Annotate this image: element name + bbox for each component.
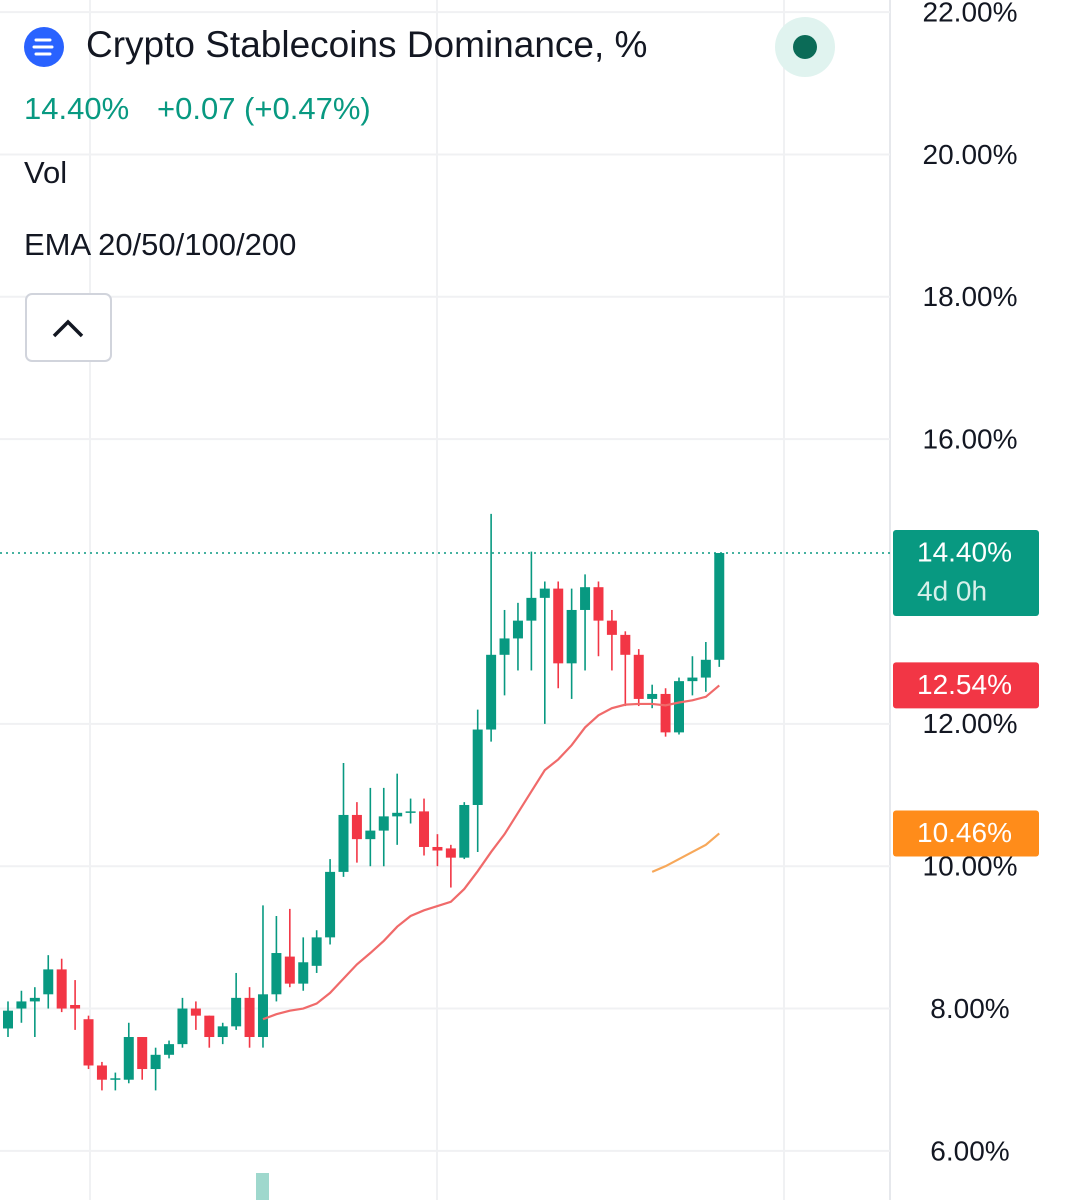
candle-body [687, 677, 698, 682]
chart-title: Crypto Stablecoins Dominance, % [86, 24, 647, 65]
price-badge-label: 10.46% [917, 817, 1012, 848]
candle-body [204, 1015, 215, 1038]
candle-body [486, 654, 497, 730]
candle-body [674, 681, 684, 733]
y-tick-label: 6.00% [930, 1135, 1009, 1166]
candle-body [96, 1065, 107, 1080]
candle-body [217, 1026, 228, 1038]
header: Crypto Stablecoins Dominance, % 14.40% +… [24, 17, 835, 362]
candle-body [271, 953, 282, 995]
last-price: 14.40% [24, 91, 129, 126]
y-tick-label: 16.00% [923, 424, 1018, 455]
plot [0, 11, 890, 1152]
candle-body [392, 812, 403, 817]
y-tick-label: 18.00% [923, 281, 1018, 312]
candle-body [123, 1037, 134, 1080]
candle-body [257, 994, 268, 1038]
candle-body [553, 588, 564, 664]
candle-body [110, 1078, 121, 1080]
candle-body [164, 1044, 175, 1055]
candle-body [56, 969, 67, 1009]
candle-body [338, 814, 349, 872]
candle-body [419, 811, 430, 847]
price-badge [893, 810, 1039, 857]
candle-body [432, 846, 443, 851]
candle-body [593, 587, 604, 621]
indicator-label: Vol [24, 155, 67, 190]
candle-body [70, 1004, 81, 1009]
candle-body [459, 804, 470, 858]
candle-body [177, 1008, 188, 1045]
candle-body [231, 997, 242, 1027]
candle-body [539, 588, 550, 598]
candle-body [714, 553, 725, 660]
candle-body [365, 830, 376, 840]
candle-body [150, 1054, 161, 1070]
candle-body [472, 729, 483, 805]
candle-body [566, 609, 577, 664]
candle-body [580, 587, 591, 610]
candle-body [190, 1008, 201, 1016]
y-tick-label: 12.00% [923, 708, 1018, 739]
candle-body [43, 969, 54, 995]
status-dot [793, 35, 817, 59]
candle-body [29, 997, 40, 1002]
candle-body [512, 620, 523, 639]
indicator-label: EMA 20/50/100/200 [24, 227, 296, 262]
price-badge [893, 662, 1039, 709]
candle-body [633, 654, 644, 699]
candle-body [606, 620, 617, 635]
candle-body [405, 811, 416, 813]
candle-body [137, 1037, 148, 1070]
candle-body [700, 659, 711, 678]
candle-body [83, 1019, 94, 1066]
candle-body [311, 937, 322, 966]
chevron-icon [52, 319, 84, 338]
candle-body [298, 962, 309, 984]
ema-line [262, 684, 720, 1021]
y-tick-label: 20.00% [923, 139, 1018, 170]
candle-body [284, 956, 295, 984]
candle-body [378, 816, 389, 831]
candle-body [660, 693, 671, 733]
price-change: +0.07 (+0.47%) [157, 91, 371, 126]
symbol-icon-glyph [32, 38, 54, 56]
candle-body [325, 871, 336, 938]
candle-body [526, 597, 537, 621]
candle-body [620, 634, 631, 655]
candle-body [244, 997, 255, 1038]
price-badge-label: 14.40% [917, 536, 1012, 567]
collapse-button[interactable] [25, 293, 112, 362]
candle-body [647, 693, 658, 699]
candle-body [499, 638, 510, 655]
price-badge-sublabel: 4d 0h [917, 575, 987, 606]
price-badge [893, 530, 1039, 617]
price-badge-label: 12.54% [917, 669, 1012, 700]
ema-line [651, 832, 720, 873]
candle-body [3, 1010, 13, 1029]
y-tick-label: 22.00% [923, 0, 1018, 27]
volume-bar [256, 1173, 269, 1200]
y-tick-label: 8.00% [930, 993, 1009, 1024]
candle-body [445, 848, 456, 858]
candle-body [16, 1001, 27, 1009]
candle-body [351, 814, 362, 840]
